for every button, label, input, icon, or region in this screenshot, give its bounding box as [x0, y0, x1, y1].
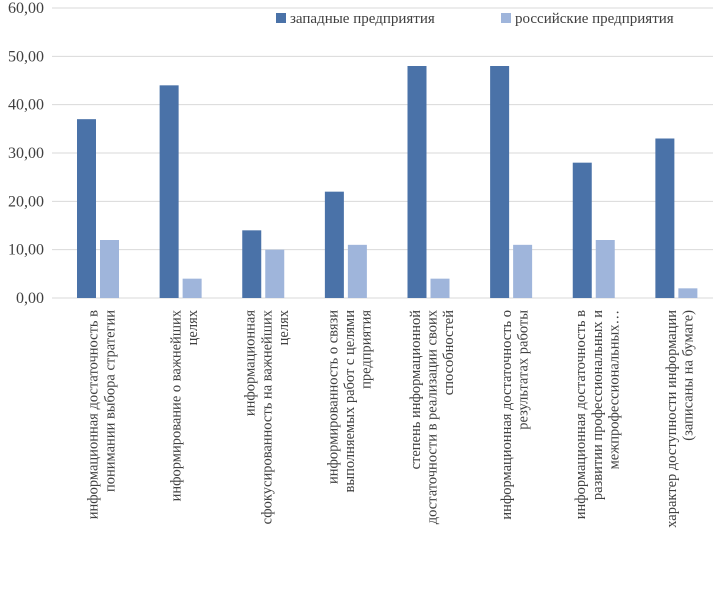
x-category-label-line: информационная достаточность в [573, 310, 589, 519]
x-category-label: информационная достаточность о результата… [499, 310, 532, 520]
x-category-label: информированность о связи выполняемых раб… [325, 310, 374, 493]
x-category-label-line: выполняемых работ с целями [342, 310, 358, 493]
bar-russian-1 [100, 240, 119, 298]
x-category-label-line: характер доступности информации [664, 310, 680, 528]
x-category-label: информационная достаточность в понимании … [86, 310, 119, 520]
x-category-label-line: способностей [441, 310, 457, 395]
x-category-label-line: информационная достаточность о [499, 310, 515, 520]
legend-swatch-russian [501, 13, 511, 23]
legend-label-russian: российские предприятия [515, 11, 674, 27]
bar-russian-3 [265, 249, 285, 298]
bar-western-4 [324, 191, 344, 298]
x-category-label-line: развитии профессиональных и [590, 310, 606, 500]
bar-russian-4 [347, 244, 367, 298]
y-tick-label: 20,00 [8, 193, 44, 210]
bar-russian-5 [430, 278, 450, 298]
y-tick-label: 30,00 [8, 145, 44, 162]
bars [77, 66, 698, 299]
bar-russian-7 [595, 240, 615, 298]
x-category-label-line: достаточности в реализации своих [425, 309, 441, 524]
x-category-label: степень информационной достаточности в ре… [408, 309, 457, 524]
bar-western-2 [159, 85, 179, 298]
bar-western-3 [242, 230, 262, 298]
y-tick-label: 50,00 [8, 48, 44, 65]
x-category-label-line: информирование о важнейших [168, 309, 184, 501]
x-category-label-line: целях [276, 309, 292, 345]
x-category-label-line: степень информационной [408, 310, 424, 470]
x-category-label-line: информационная [243, 310, 259, 416]
bar-russian-8 [678, 288, 698, 298]
x-category-label: информирование о важнейших целях [168, 309, 201, 501]
legend-label-western: западные предприятия [290, 11, 435, 27]
x-category-label-line: информированность о связи [325, 310, 341, 484]
y-tick-label: 0,00 [16, 290, 44, 307]
x-category-label-line: межпрофессиональных… [606, 310, 622, 469]
bar-western-8 [655, 138, 675, 298]
bar-western-6 [490, 66, 510, 298]
x-category-label: информационная достаточность в развитии п… [573, 310, 622, 520]
x-category-label: характер доступности информации (записаны… [664, 310, 697, 528]
bar-western-7 [572, 162, 592, 298]
y-tick-label: 10,00 [8, 242, 44, 259]
bar-western-1 [77, 119, 96, 299]
bar-western-5 [407, 66, 427, 298]
x-category-label-line: предприятия [358, 310, 374, 389]
x-category-label: информационная сфокусированность на важне… [243, 309, 292, 524]
x-category-label-line: целях [185, 309, 201, 345]
x-category-label-line: информационная достаточность в [86, 310, 102, 519]
y-axis-ticks: 0,00 10,00 20,00 30,00 40,00 50,00 60,00 [8, 0, 44, 307]
legend: западные предприятия российские предприят… [276, 11, 674, 27]
legend-swatch-western [276, 13, 286, 23]
y-tick-label: 40,00 [8, 97, 44, 114]
y-tick-label: 60,00 [8, 0, 44, 17]
x-category-label-line: понимании выбора стратегии [102, 310, 118, 492]
x-category-label-line: сфокусированность на важнейших [259, 309, 275, 524]
bar-russian-2 [182, 278, 202, 298]
x-category-label-line: (записаны на бумаге) [681, 310, 697, 441]
x-axis-labels: информационная достаточность в понимании … [86, 309, 697, 528]
bar-russian-6 [513, 244, 533, 298]
x-category-label-line: результатах работы [515, 310, 531, 430]
